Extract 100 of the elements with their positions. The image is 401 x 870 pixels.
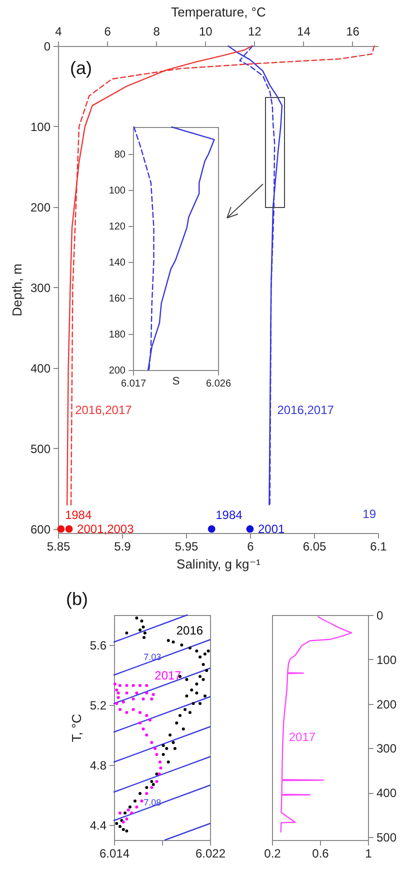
point — [178, 714, 182, 717]
y-axis-title: Depth, m — [9, 264, 24, 316]
point — [138, 792, 142, 795]
y-tick-label: 200 — [108, 366, 126, 376]
point — [118, 684, 122, 687]
x-tick-label: 0.2 — [264, 846, 282, 860]
text: (b) — [66, 589, 88, 609]
series-label: 2001,2003 — [77, 522, 134, 536]
y-tick-label: 5.2 — [90, 698, 107, 712]
point — [145, 692, 148, 694]
x-tick-label: 6.022 — [195, 846, 226, 860]
y-tick-label: 200 — [376, 697, 397, 712]
point — [155, 772, 158, 776]
point — [184, 708, 187, 711]
point — [145, 714, 148, 717]
point — [158, 760, 162, 764]
point — [118, 708, 122, 711]
point — [132, 698, 135, 700]
annotation: 19 — [362, 507, 376, 521]
point — [206, 650, 210, 652]
y-tick-label: 0 — [376, 608, 384, 622]
point — [115, 822, 118, 825]
point — [132, 684, 135, 687]
x-axis-title: Salinity, g kg⁻¹ — [176, 556, 262, 572]
point — [165, 747, 168, 750]
point — [145, 734, 148, 736]
point — [122, 828, 125, 831]
point — [180, 644, 184, 646]
point — [142, 626, 145, 628]
point — [195, 692, 198, 694]
x2-tick-label: 4 — [55, 24, 62, 38]
x2-tick-label: 14 — [297, 24, 311, 38]
point — [162, 744, 165, 747]
point — [150, 786, 154, 789]
x-tick-label: 6.017 — [120, 378, 146, 390]
point — [125, 692, 128, 694]
point — [126, 808, 130, 812]
point — [172, 741, 175, 744]
x-tick-label: 6.026 — [206, 378, 232, 390]
x-tick-label: 6.014 — [99, 846, 130, 860]
y-tick-label: 500 — [30, 442, 51, 456]
point — [195, 650, 198, 652]
point — [113, 682, 116, 686]
x-tick-label: 6 — [247, 540, 254, 554]
point — [188, 646, 192, 650]
point — [125, 830, 128, 832]
y-tick-label: 180 — [108, 330, 126, 340]
point — [132, 708, 135, 711]
point — [138, 711, 142, 714]
point — [168, 734, 172, 736]
point — [154, 747, 157, 750]
y-tick-label: 400 — [376, 786, 397, 800]
series-label: 2017 — [154, 668, 182, 682]
series-label: 2016 — [176, 624, 204, 638]
point — [158, 772, 161, 776]
y-tick-label: 80 — [114, 150, 126, 160]
point — [140, 620, 144, 622]
point — [143, 632, 146, 634]
point — [135, 616, 138, 620]
x-tick-label: 6.1 — [370, 540, 388, 554]
point — [202, 678, 205, 681]
y-tick-label: 100 — [108, 186, 126, 196]
point — [115, 688, 118, 692]
x2-tick-label: 16 — [346, 24, 360, 38]
point — [205, 669, 208, 672]
y-tick-label: 400 — [30, 361, 51, 376]
point — [152, 693, 155, 696]
x-tick-label: 6.05 — [302, 540, 326, 554]
y-tick-label: 300 — [30, 280, 51, 295]
x2-tick-label: 8 — [153, 24, 160, 38]
point — [166, 639, 170, 642]
point — [190, 688, 194, 692]
point — [124, 812, 127, 814]
x-tick-label: 5.95 — [174, 540, 198, 554]
y-tick-label: 200 — [30, 200, 51, 214]
x2-tick-label: 12 — [248, 24, 262, 38]
series-label: 2016,2017 — [75, 402, 132, 417]
point — [175, 722, 178, 724]
point — [128, 806, 132, 808]
point — [203, 694, 206, 698]
y-tick-label: 0 — [44, 40, 51, 54]
point — [135, 692, 138, 694]
point — [125, 711, 128, 714]
y-tick-label: 160 — [108, 294, 126, 304]
line-series — [280, 616, 352, 833]
point — [185, 678, 188, 681]
point — [173, 747, 176, 750]
point — [115, 702, 118, 705]
point — [138, 684, 142, 687]
point — [172, 640, 175, 644]
point — [138, 628, 142, 632]
point — [138, 722, 142, 724]
point — [192, 702, 195, 705]
y-tick-label: 100 — [376, 652, 397, 667]
series-label: 1984 — [216, 508, 243, 522]
point — [188, 711, 192, 714]
point — [140, 800, 144, 802]
point — [148, 718, 152, 722]
x-axis-title: S — [172, 376, 180, 388]
x-tick-label: 5.85 — [46, 540, 70, 554]
